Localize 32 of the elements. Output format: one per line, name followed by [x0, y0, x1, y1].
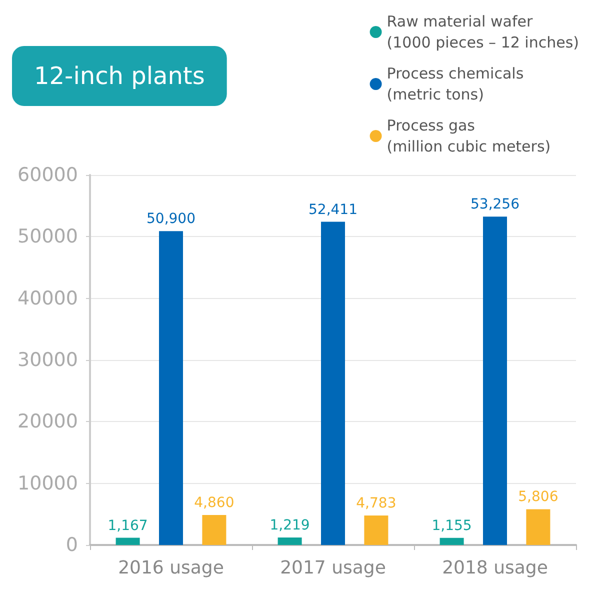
y-tick-label: 40000: [18, 287, 78, 310]
bar: [278, 537, 302, 545]
data-label: 53,256: [470, 196, 520, 213]
data-label: 5,806: [518, 489, 558, 506]
bar: [321, 222, 345, 545]
x-tick-label: 2016 usage: [118, 558, 224, 578]
y-tick-label: 30000: [18, 349, 78, 371]
bar: [116, 538, 140, 545]
data-label: 1,155: [432, 518, 472, 534]
data-label: 52,411: [308, 202, 358, 218]
bar: [159, 231, 183, 545]
bar: [364, 516, 388, 545]
data-label: 1,167: [108, 518, 148, 534]
data-label: 1,219: [270, 517, 310, 534]
y-tick-label: 60000: [18, 164, 78, 186]
bar: [202, 515, 226, 545]
y-tick-label: 0: [66, 534, 78, 556]
y-tick-label: 20000: [18, 410, 78, 433]
bar: [526, 509, 550, 545]
x-tick-label: 2018 usage: [442, 558, 548, 578]
bar: [483, 216, 507, 545]
legend-label: Process chemicals (metric tons): [386, 64, 524, 104]
data-label: 50,900: [146, 211, 196, 228]
legend-label: Raw material wafer (1000 pieces – 12 inches): [386, 12, 579, 52]
x-tick-label: 2017 usage: [280, 558, 386, 578]
data-label: 4,783: [356, 496, 396, 512]
chart-title: 12-inch plants: [34, 62, 205, 90]
legend-label: Process gas (million cubic meters): [386, 116, 551, 156]
y-tick-label: 50000: [18, 226, 78, 248]
data-label: 4,860: [194, 495, 234, 512]
bar: [440, 538, 464, 545]
y-tick-label: 10000: [18, 472, 78, 494]
